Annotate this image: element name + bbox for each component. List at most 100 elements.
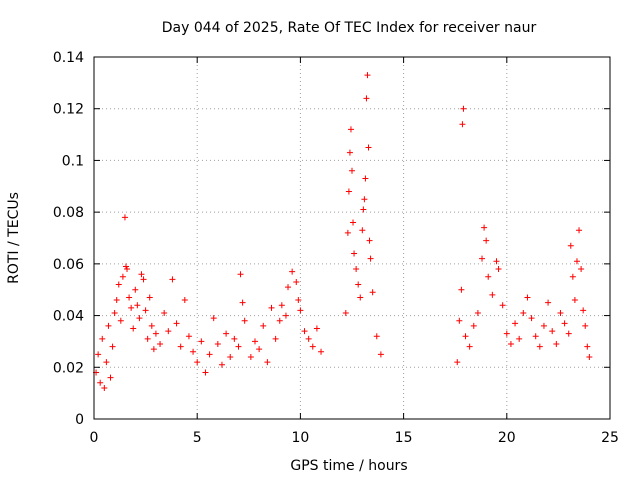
data-point — [293, 278, 300, 285]
data-point — [268, 304, 275, 311]
data-point — [582, 322, 589, 329]
data-point — [301, 328, 308, 335]
data-point — [524, 294, 531, 301]
data-point — [128, 304, 135, 311]
chart-title: Day 044 of 2025, Rate Of TEC Index for r… — [162, 20, 537, 36]
data-point — [369, 289, 376, 296]
data-point — [349, 167, 355, 174]
data-point — [361, 196, 368, 203]
data-point — [146, 294, 153, 301]
data-points — [93, 72, 593, 391]
data-point — [318, 348, 325, 355]
data-point — [113, 297, 120, 304]
data-point — [462, 333, 469, 340]
data-point — [346, 149, 353, 156]
x-axis: 0 5 10 15 20 25 — [90, 57, 619, 446]
data-point — [140, 276, 147, 283]
data-point — [190, 348, 197, 355]
data-point — [495, 266, 502, 273]
y-tick-label: 0.1 — [62, 153, 84, 169]
data-point — [150, 346, 157, 353]
data-point — [479, 255, 486, 262]
data-point — [360, 206, 367, 213]
data-point — [126, 294, 133, 301]
data-point — [97, 379, 104, 386]
data-point — [365, 144, 372, 151]
data-point — [295, 297, 302, 304]
data-point — [460, 105, 467, 112]
data-point — [512, 320, 519, 327]
data-point — [470, 322, 477, 329]
data-point — [532, 333, 539, 340]
data-point — [571, 297, 578, 304]
data-point — [117, 317, 124, 324]
data-point — [305, 335, 312, 342]
y-tick-label: 0.02 — [53, 360, 84, 376]
data-point — [507, 341, 514, 348]
data-point — [103, 359, 110, 366]
grid-lines — [94, 57, 610, 419]
data-point — [210, 315, 217, 322]
data-point — [121, 214, 128, 221]
data-point — [536, 343, 543, 350]
data-point — [350, 219, 357, 226]
data-point — [466, 343, 473, 350]
data-point — [557, 309, 564, 316]
data-point — [173, 320, 180, 327]
data-point — [202, 369, 209, 376]
data-point — [206, 351, 213, 358]
data-point — [218, 361, 225, 368]
data-point — [373, 333, 380, 340]
data-point — [107, 374, 114, 381]
data-point — [165, 328, 172, 335]
data-point — [134, 302, 141, 309]
data-point — [503, 330, 510, 337]
data-point — [241, 317, 248, 324]
data-point — [569, 273, 576, 280]
data-point — [101, 384, 108, 391]
data-point — [227, 353, 234, 360]
x-tick-label: 20 — [498, 430, 516, 446]
data-point — [344, 229, 351, 236]
data-point — [148, 322, 155, 329]
data-point — [289, 268, 296, 275]
data-point — [561, 320, 568, 327]
data-point — [377, 351, 384, 358]
data-point — [553, 341, 560, 348]
x-axis-label: GPS time / hours — [290, 458, 407, 474]
data-point — [278, 302, 285, 309]
data-point — [586, 353, 593, 360]
x-tick-label: 10 — [291, 430, 309, 446]
data-point — [485, 273, 492, 280]
data-point — [584, 343, 591, 350]
data-point — [576, 227, 583, 234]
data-point — [264, 359, 271, 366]
data-point — [364, 72, 371, 79]
data-point — [359, 227, 366, 234]
data-point — [355, 281, 362, 288]
data-point — [198, 338, 205, 345]
data-point — [256, 346, 263, 353]
x-tick-label: 15 — [395, 430, 413, 446]
y-tick-label: 0.14 — [53, 50, 84, 66]
y-axis: 0 0.02 0.04 0.06 0.08 0.1 0.12 0.14 — [53, 50, 610, 428]
data-point — [237, 271, 244, 278]
data-point — [130, 325, 137, 332]
data-point — [353, 266, 360, 273]
y-tick-label: 0.12 — [53, 102, 84, 118]
data-point — [115, 281, 122, 288]
data-point — [367, 255, 374, 262]
data-point — [567, 242, 574, 249]
data-point — [363, 95, 370, 102]
data-point — [366, 237, 373, 244]
data-point — [540, 322, 547, 329]
data-point — [549, 328, 556, 335]
data-point — [528, 315, 535, 322]
data-point — [272, 335, 279, 342]
y-tick-label: 0.06 — [53, 257, 84, 273]
data-point — [247, 353, 254, 360]
x-tick-label: 0 — [90, 430, 99, 446]
y-tick-label: 0.08 — [53, 205, 84, 221]
data-point — [152, 330, 159, 337]
data-point — [214, 341, 221, 348]
